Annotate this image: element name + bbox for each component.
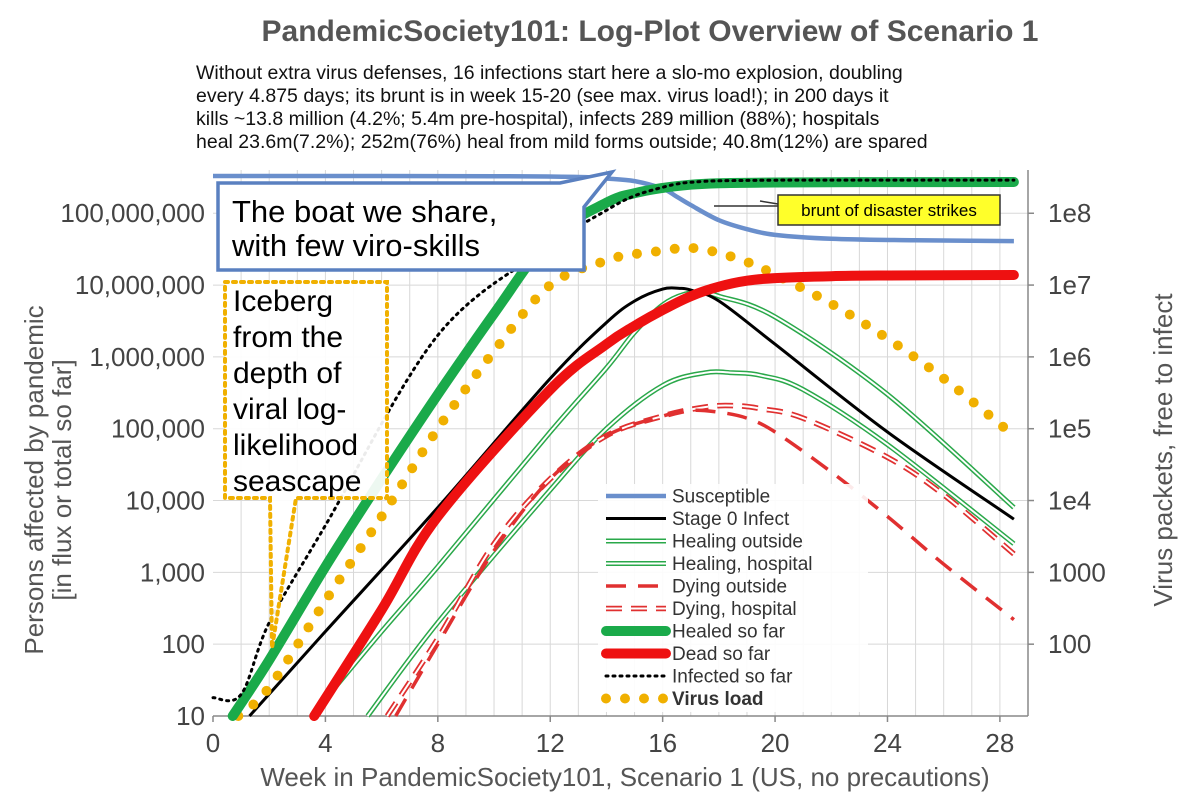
series-dying-outside xyxy=(394,408,1015,717)
legend-label-susceptible: Susceptible xyxy=(672,487,770,508)
y-tick-label: 10 xyxy=(176,701,205,731)
y-tick-label: 1,000 xyxy=(140,557,205,587)
legend-label-dying-outside: Dying outside xyxy=(672,577,787,598)
x-tick-label: 28 xyxy=(985,728,1014,758)
legend-label-infected-so-far: Infected so far xyxy=(672,667,793,688)
chart-title: PandemicSociety101: Log-Plot Overview of… xyxy=(262,15,1039,48)
brunt-label-text: brunt of disaster strikes xyxy=(801,201,977,220)
legend-label-healing-hospital: Healing, hospital xyxy=(672,554,812,575)
subtitle-line: every 4.875 days; its brunt is in week 1… xyxy=(196,85,889,107)
y2-tick-label: 1e4 xyxy=(1048,486,1091,516)
series-virus-load xyxy=(233,242,1019,721)
y2-tick-label: 1e5 xyxy=(1048,414,1091,444)
y-axis-label-line: [in flux or total so far] xyxy=(47,359,77,600)
axes: 0 4 8 12 16 20 24 28 10 100 1,000 10,000 100,000 1,00… xyxy=(60,170,1106,758)
iceberg-callout-line: Iceberg xyxy=(233,285,333,318)
y2-tick-label: 1000 xyxy=(1048,557,1106,587)
subtitle-line: kills ~13.8 million (4.2%; 5.4m pre-hosp… xyxy=(196,108,880,130)
legend-label-stage-0-infect: Stage 0 Infect xyxy=(672,509,790,530)
series-susceptible xyxy=(212,173,1014,244)
boat-callout-box xyxy=(216,169,617,272)
iceberg-callout-line: seascape xyxy=(233,465,361,498)
y-tick-label: 10,000 xyxy=(125,486,205,516)
legend-label-dead-so-far: Dead so far xyxy=(672,644,771,665)
iceberg-callout-box xyxy=(223,280,389,649)
legend-background xyxy=(598,484,868,712)
series-infected-so-far xyxy=(211,178,1016,703)
subtitle-line: Without extra virus defenses, 16 infecti… xyxy=(196,62,903,84)
subtitle-line: heal 23.6m(7.2%); 252m(76%) heal from mi… xyxy=(196,131,928,153)
brunt-label-box xyxy=(777,194,1001,226)
x-tick-label: 16 xyxy=(648,728,677,758)
iceberg-callout-line: depth of xyxy=(233,357,342,390)
y-tick-label: 1,000,000 xyxy=(89,342,205,372)
y-tick-label: 10,000,000 xyxy=(75,270,205,300)
x-tick-label: 0 xyxy=(206,728,220,758)
y-axis-label-line: Persons affected by pandemic xyxy=(19,305,49,654)
y2-tick-label: 1e7 xyxy=(1048,270,1091,300)
legend-label-dying-hospital: Dying, hospital xyxy=(672,599,797,620)
iceberg-callout-line: likelihood xyxy=(233,429,358,462)
boat-callout-line: with few viro-skills xyxy=(231,228,480,263)
iceberg-callout-line: viral log- xyxy=(233,393,346,426)
x-tick-label: 4 xyxy=(318,728,332,758)
y-axis-label: Persons affected by pandemic [in flux or… xyxy=(19,305,77,654)
legend-label-healed-so-far: Healed so far xyxy=(672,622,786,643)
boat-callout-line: The boat we share, xyxy=(232,194,497,229)
series-layer xyxy=(211,173,1019,721)
legend-label-virus-load: Virus load xyxy=(672,689,764,710)
y-tick-label: 100,000 xyxy=(111,414,205,444)
x-tick-label: 24 xyxy=(873,728,902,758)
y2-axis-label: Virus packets, free to infect xyxy=(1148,293,1178,607)
series-healed-so-far xyxy=(227,177,1019,721)
chart-subtitle: Without extra virus defenses, 16 infecti… xyxy=(196,62,928,153)
y2-tick-label: 1e8 xyxy=(1048,198,1091,228)
series-dead-so-far xyxy=(309,270,1019,721)
x-tick-label: 12 xyxy=(536,728,565,758)
y-tick-label: 100,000,000 xyxy=(60,198,205,228)
y-tick-label: 100 xyxy=(162,629,205,659)
iceberg-callout-line: from the xyxy=(233,321,343,354)
series-stage-0-infect xyxy=(248,286,1015,718)
x-tick-label: 20 xyxy=(761,728,790,758)
y2-tick-label: 1e6 xyxy=(1048,342,1091,372)
annotations-layer: The boat we share,with few viro-skills Ic… xyxy=(216,169,1001,649)
brunt-pointer xyxy=(714,200,779,207)
legend-label-healing-outside: Healing outside xyxy=(672,532,803,553)
y2-tick-label: 100 xyxy=(1048,629,1091,659)
x-tick-label: 8 xyxy=(431,728,445,758)
x-axis-label: Week in PandemicSociety101, Scenario 1 (… xyxy=(260,762,989,792)
series-dying-hospital-inner xyxy=(386,404,1015,717)
